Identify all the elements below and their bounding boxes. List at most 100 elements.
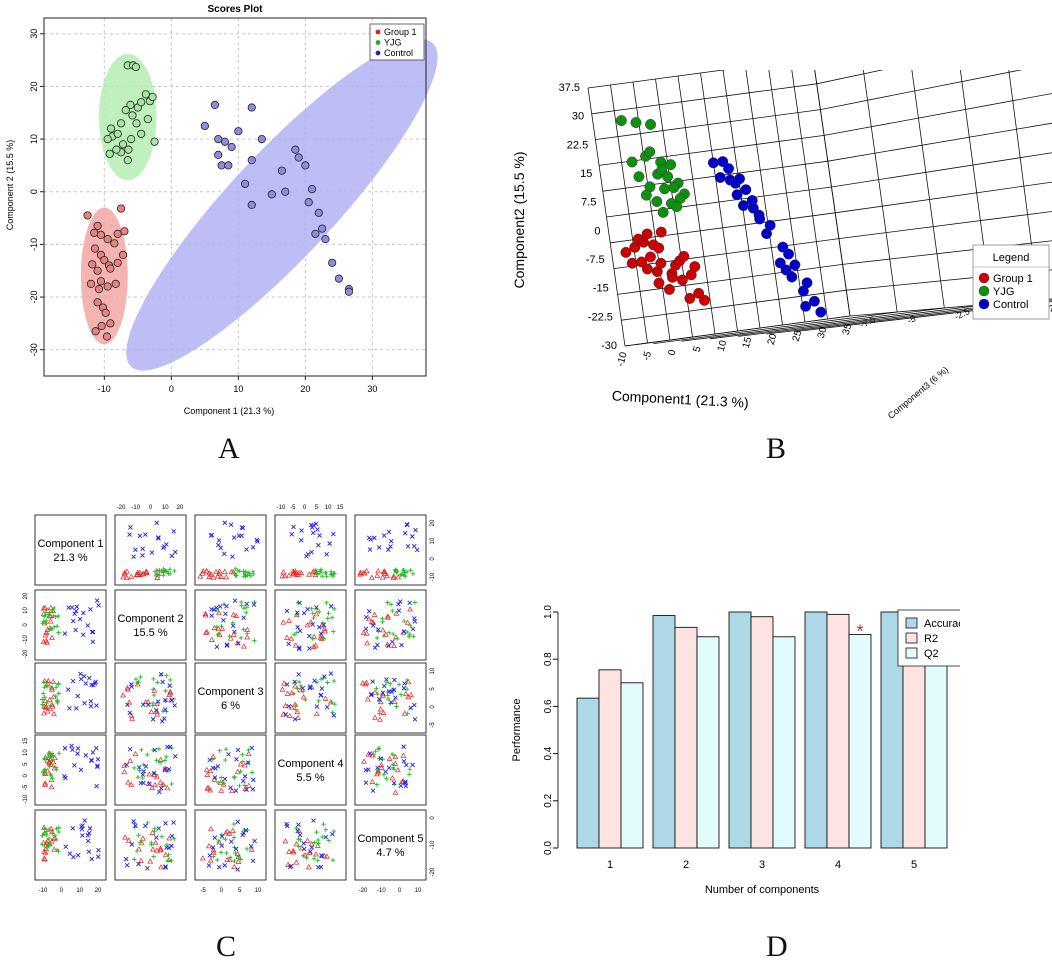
data-point [240, 643, 247, 649]
data-point [157, 756, 164, 762]
data-point [310, 530, 316, 536]
data-point [91, 682, 96, 688]
data-point [199, 570, 206, 576]
data-point [210, 100, 219, 109]
data-point [296, 844, 301, 849]
data-point [397, 599, 403, 604]
data-point [150, 703, 155, 708]
left-tick-label: -5 [23, 784, 29, 790]
data-point [407, 767, 412, 772]
data-point [82, 700, 87, 706]
data-point [228, 839, 234, 844]
data-point [228, 855, 233, 860]
data-point [404, 619, 411, 625]
data-point [50, 753, 56, 758]
top-tick-label: 10 [162, 505, 169, 511]
data-point [297, 628, 303, 634]
data-point [323, 827, 328, 832]
data-point [80, 632, 86, 638]
data-point [146, 771, 153, 777]
cell-points [203, 745, 256, 793]
data-point [361, 570, 368, 576]
x-tick-label: 15 [741, 335, 755, 349]
data-point [47, 618, 54, 624]
component-name: Component 5 [357, 833, 423, 845]
data-point [360, 629, 367, 635]
data-point [390, 631, 396, 637]
plot-frame [43, 17, 427, 377]
data-point [296, 645, 302, 650]
data-point [370, 679, 375, 684]
data-point [324, 552, 329, 557]
data-point [44, 684, 50, 689]
data-point [149, 829, 156, 835]
data-point [127, 134, 136, 144]
data-point [51, 846, 58, 852]
data-point [390, 639, 395, 645]
data-point [73, 608, 79, 614]
data-point [137, 533, 143, 539]
data-point [48, 754, 53, 759]
data-point [70, 678, 76, 684]
data-point [734, 173, 746, 185]
data-point [294, 708, 301, 715]
data-point [207, 853, 213, 858]
data-point [367, 547, 373, 552]
component-variance: 5.5 % [296, 772, 324, 784]
data-point [157, 567, 162, 573]
y-tick-label: 0 [594, 225, 600, 237]
y-tick-label: 10 [29, 134, 39, 144]
data-point [50, 759, 57, 765]
bar [576, 697, 600, 849]
data-point [398, 783, 404, 789]
data-point [155, 699, 161, 704]
data-point [370, 619, 377, 625]
data-point [362, 681, 369, 687]
data-point [286, 848, 292, 854]
data-point [51, 835, 58, 841]
data-point [671, 201, 683, 213]
data-point [400, 567, 406, 573]
data-point [235, 568, 241, 573]
data-point [150, 137, 159, 146]
data-point [95, 854, 101, 859]
data-point [324, 600, 329, 606]
data-point [49, 703, 56, 709]
data-point [142, 823, 148, 829]
data-point [161, 569, 166, 575]
data-point [217, 604, 223, 609]
data-point [384, 776, 389, 781]
matrix-cell [354, 734, 427, 806]
data-point [219, 834, 225, 839]
data-point [128, 525, 133, 530]
panel-label-b: B [766, 432, 787, 465]
data-point [808, 295, 820, 307]
data-point [245, 572, 250, 578]
data-point [161, 716, 167, 721]
data-point [298, 683, 304, 688]
data-point [293, 841, 300, 847]
data-point [128, 573, 135, 579]
grid-line-floor [709, 303, 992, 340]
data-point [43, 610, 49, 615]
data-point [377, 746, 382, 751]
bar [772, 636, 796, 849]
data-point [205, 784, 212, 791]
data-point [220, 137, 230, 146]
y-tick-label: 0.6 [543, 699, 554, 713]
data-point [292, 683, 298, 689]
data-point [83, 211, 92, 220]
data-point [314, 605, 319, 610]
data-point [89, 629, 95, 635]
data-point [96, 602, 101, 608]
data-point [324, 574, 329, 579]
data-point [154, 835, 159, 840]
data-point [240, 778, 246, 784]
data-point [216, 538, 222, 543]
grid-line-wall-y [595, 109, 821, 140]
data-point [204, 785, 211, 791]
left-tick-label: -10 [23, 794, 29, 803]
grid-line-wall-y [617, 264, 843, 295]
data-point [200, 121, 209, 131]
x-tick-label: -10 [98, 384, 111, 394]
